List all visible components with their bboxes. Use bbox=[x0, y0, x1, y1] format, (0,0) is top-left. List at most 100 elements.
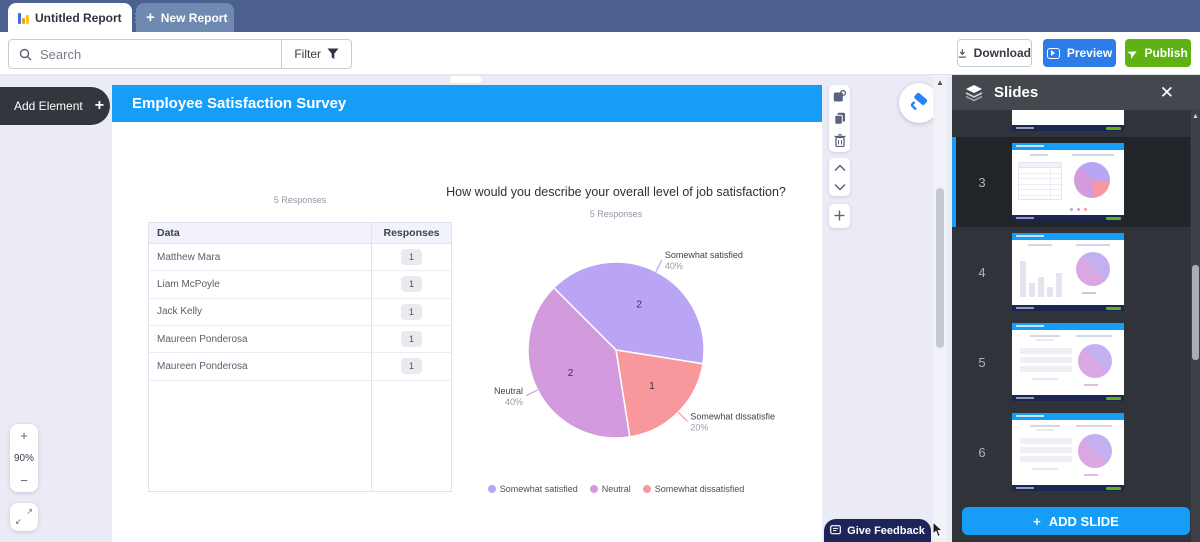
respondent-name: Maureen Ponderosa bbox=[148, 352, 372, 381]
slide-number: 4 bbox=[978, 264, 986, 280]
legend-item: Somewhat dissatisfied bbox=[642, 484, 744, 494]
filter-button[interactable]: Filter bbox=[281, 40, 351, 68]
report-chart-icon bbox=[18, 12, 29, 24]
slice-name-label: Somewhat satisfied bbox=[665, 250, 743, 260]
responses-table[interactable]: Data Responses Matthew Mara 1 Liam McPoyle 1… bbox=[148, 222, 452, 492]
scrollbar-thumb[interactable] bbox=[936, 188, 944, 348]
thumb-content bbox=[1012, 150, 1124, 215]
response-count-badge: 1 bbox=[400, 331, 422, 348]
chart-subtitle: 5 Responses bbox=[589, 209, 643, 219]
zoom-in-button[interactable]: + bbox=[20, 428, 28, 443]
zoom-level: 90% bbox=[13, 452, 34, 464]
table-row[interactable]: Maureen Ponderosa 1 bbox=[148, 352, 452, 381]
editor-canvas: Employee Satisfaction Survey 5 Responses… bbox=[0, 75, 952, 542]
chart-legend: Somewhat satisfied Neutral Somewhat dissat… bbox=[446, 484, 786, 494]
thumb-title-bar bbox=[1012, 323, 1124, 330]
scroll-up-icon[interactable]: ▲ bbox=[1192, 113, 1199, 120]
slides-panel: Slides ✕ 3 4 5 bbox=[952, 75, 1200, 542]
slide-row-6[interactable]: 6 bbox=[952, 407, 1190, 497]
slice-percent-label: 40% bbox=[665, 261, 683, 271]
zoom-controls: + 90% − bbox=[10, 424, 38, 492]
tab-new-report[interactable]: + New Report bbox=[136, 3, 234, 32]
slide-thumbnail[interactable] bbox=[1012, 143, 1124, 221]
slice-value-label: 1 bbox=[649, 381, 655, 392]
search-box: Filter bbox=[8, 39, 352, 69]
thumb-footer bbox=[1012, 305, 1124, 311]
slides-panel-title: Slides bbox=[994, 84, 1039, 101]
fullscreen-button[interactable]: ↗ ↙ bbox=[10, 503, 38, 531]
slice-value-label: 2 bbox=[636, 300, 642, 311]
download-label: Download bbox=[973, 46, 1031, 60]
slide-header[interactable]: Employee Satisfaction Survey bbox=[112, 85, 822, 122]
search-input[interactable] bbox=[40, 46, 282, 62]
thumb-content bbox=[1012, 420, 1124, 485]
close-icon[interactable]: ✕ bbox=[1159, 82, 1174, 102]
slide-thumbnail[interactable] bbox=[1012, 413, 1124, 491]
slide-thumbnail[interactable] bbox=[1012, 323, 1124, 401]
slide-thumbnail-partial[interactable] bbox=[1012, 110, 1124, 131]
slide-row-3[interactable]: 3 bbox=[952, 137, 1190, 227]
download-button[interactable]: Download bbox=[957, 39, 1032, 67]
preview-button[interactable]: Preview bbox=[1043, 39, 1116, 67]
response-count-badge: 1 bbox=[400, 276, 422, 293]
tab-untitled-report[interactable]: Untitled Report ⋮ bbox=[8, 3, 142, 32]
add-element-button[interactable]: Add Element + bbox=[0, 87, 110, 125]
slide-row-5[interactable]: 5 bbox=[952, 317, 1190, 407]
table-row[interactable]: Liam McPoyle 1 bbox=[148, 270, 452, 299]
design-theme-button[interactable] bbox=[899, 83, 939, 123]
add-slide-label: ADD SLIDE bbox=[1048, 513, 1119, 529]
slice-percent-label: 20% bbox=[690, 422, 708, 432]
search-icon bbox=[19, 48, 32, 61]
plus-icon: + bbox=[146, 9, 155, 26]
add-element-toolbar bbox=[829, 204, 850, 228]
table-row[interactable]: Maureen Ponderosa 1 bbox=[148, 325, 452, 354]
send-icon: ➤ bbox=[1126, 45, 1140, 61]
table-row[interactable]: Jack Kelly 1 bbox=[148, 298, 452, 326]
feedback-icon bbox=[830, 525, 842, 535]
add-icon[interactable] bbox=[829, 204, 850, 226]
zoom-out-button[interactable]: − bbox=[20, 473, 28, 488]
download-icon bbox=[958, 48, 966, 58]
slice-value-label: 2 bbox=[568, 368, 574, 379]
slide-thumbnail[interactable] bbox=[1012, 233, 1124, 311]
legend-dot bbox=[589, 485, 598, 493]
table-row[interactable]: Matthew Mara 1 bbox=[148, 243, 452, 272]
response-count-badge: 1 bbox=[400, 303, 422, 320]
pie-slice[interactable] bbox=[615, 349, 704, 438]
add-slide-button[interactable]: + ADD SLIDE bbox=[962, 507, 1190, 535]
table-header-row: Data Responses bbox=[148, 222, 452, 244]
scrollbar-thumb[interactable] bbox=[1192, 265, 1199, 360]
move-toolbar bbox=[829, 158, 850, 196]
publish-button[interactable]: ➤ Publish bbox=[1125, 39, 1191, 67]
slide-number: 6 bbox=[978, 444, 986, 460]
legend-item: Somewhat satisfied bbox=[487, 484, 578, 494]
publish-label: Publish bbox=[1144, 46, 1188, 60]
canvas-vertical-scrollbar[interactable]: ▲ bbox=[933, 75, 947, 542]
horizontal-scrollbar[interactable] bbox=[450, 76, 482, 83]
move-up-icon[interactable] bbox=[829, 158, 850, 177]
move-down-icon[interactable] bbox=[829, 177, 850, 196]
pie-slice[interactable] bbox=[527, 286, 631, 439]
respondent-name: Liam McPoyle bbox=[148, 270, 372, 299]
image-settings-icon[interactable] bbox=[829, 85, 850, 107]
delete-icon[interactable] bbox=[829, 129, 850, 151]
slide-title: Employee Satisfaction Survey bbox=[132, 95, 347, 112]
callout-line bbox=[525, 389, 538, 397]
give-feedback-button[interactable]: Give Feedback bbox=[824, 519, 931, 542]
element-toolbar bbox=[829, 85, 850, 152]
table-column-header: Data bbox=[148, 222, 372, 244]
slice-percent-label: 40% bbox=[505, 397, 523, 407]
response-count-badge: 1 bbox=[400, 249, 422, 266]
slide-page: Employee Satisfaction Survey 5 Responses… bbox=[112, 85, 822, 542]
tab-title: Untitled Report bbox=[35, 10, 122, 25]
scroll-up-icon[interactable]: ▲ bbox=[936, 78, 944, 87]
callout-line bbox=[677, 411, 688, 422]
slides-scrollbar[interactable]: ▲ bbox=[1191, 110, 1200, 542]
legend-dot bbox=[642, 485, 651, 493]
chart-title: How would you describe your overall leve… bbox=[446, 185, 786, 199]
pie-slice[interactable] bbox=[552, 261, 705, 365]
slice-name-label: Neutral bbox=[494, 386, 523, 396]
slide-row-4[interactable]: 4 bbox=[952, 227, 1190, 317]
duplicate-icon[interactable] bbox=[829, 107, 850, 129]
